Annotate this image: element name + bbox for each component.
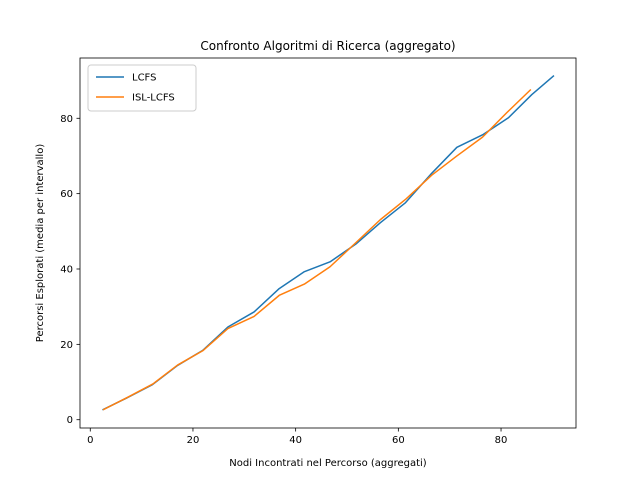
x-tick-label: 20 <box>187 435 200 446</box>
y-tick-label: 80 <box>60 114 73 125</box>
legend: LCFS ISL-LCFS <box>87 64 197 112</box>
x-tick-label: 80 <box>495 435 508 446</box>
y-tick-label: 60 <box>60 189 73 200</box>
chart-title: Confronto Algoritmi di Ricerca (aggregat… <box>200 39 455 53</box>
plot-area <box>102 75 555 411</box>
axes-frame <box>79 57 577 429</box>
y-tick-label: 40 <box>60 264 73 275</box>
x-tick-label: 40 <box>289 435 302 446</box>
x-axis: 0 20 40 60 80 <box>87 428 507 446</box>
x-axis-label: Nodi Incontrati nel Percorso (aggregati) <box>229 458 427 469</box>
x-tick-label: 60 <box>392 435 405 446</box>
y-tick-label: 20 <box>60 340 73 351</box>
y-axis-label: Percorsi Esplorati (media per intervallo… <box>35 144 46 343</box>
y-axis: 0 20 40 60 80 <box>60 114 80 426</box>
y-tick-label: 0 <box>67 415 73 426</box>
series-line-2 <box>102 88 532 411</box>
legend-label: LCFS <box>132 73 156 84</box>
x-tick-label: 0 <box>87 435 93 446</box>
legend-label: ISL-LCFS <box>132 93 175 104</box>
